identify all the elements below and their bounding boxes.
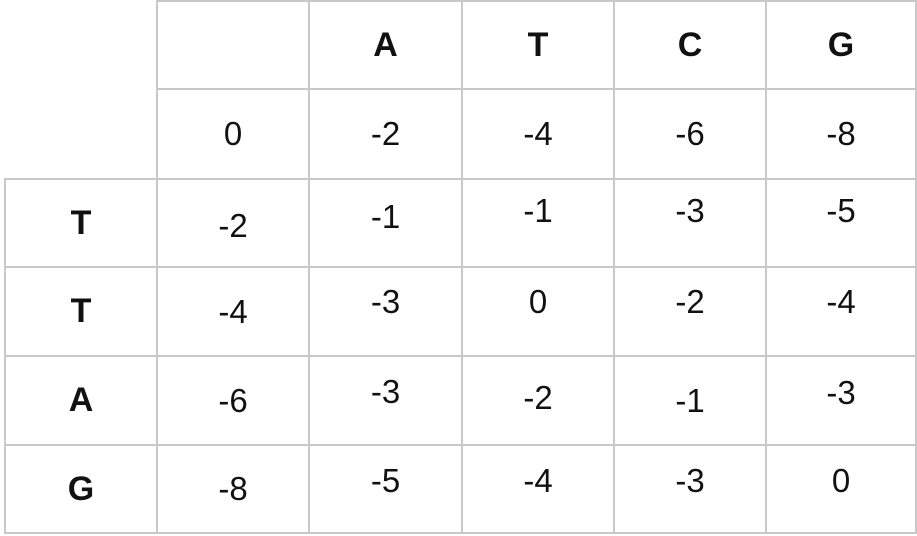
score-cell: -3 xyxy=(826,373,856,411)
score-cell: -1 xyxy=(370,198,401,235)
grid-line xyxy=(4,355,917,357)
grid-line xyxy=(4,444,917,446)
column-header: T xyxy=(527,25,549,64)
score-cell: -6 xyxy=(218,381,248,419)
score-cell: -4 xyxy=(218,292,248,330)
score-cell: 0 xyxy=(223,115,243,152)
grid-line xyxy=(915,0,917,534)
score-cell: -2 xyxy=(523,378,553,416)
score-cell: -3 xyxy=(675,192,705,229)
score-cell: -3 xyxy=(370,372,401,410)
score-cell: -3 xyxy=(675,462,705,499)
score-cell: -2 xyxy=(370,115,401,152)
score-cell: -4 xyxy=(523,115,553,152)
grid-line xyxy=(4,178,917,180)
grid-line xyxy=(765,0,767,534)
score-cell: 0 xyxy=(528,282,548,320)
row-header: T xyxy=(70,292,92,330)
grid-line xyxy=(156,0,158,534)
row-header: A xyxy=(68,381,94,419)
row-header: G xyxy=(67,469,95,508)
score-cell: -6 xyxy=(675,115,705,152)
score-cell: -4 xyxy=(523,462,553,499)
score-cell: -8 xyxy=(826,115,856,152)
score-cell: -1 xyxy=(675,381,705,419)
score-cell: -1 xyxy=(523,192,553,229)
column-header: G xyxy=(827,25,855,64)
column-header: A xyxy=(373,25,398,64)
column-header: C xyxy=(677,25,703,64)
row-header: T xyxy=(70,203,92,242)
grid-line xyxy=(613,0,615,534)
score-cell: -2 xyxy=(218,207,248,244)
grid-line xyxy=(156,0,917,2)
grid-line xyxy=(4,532,917,534)
grid-line xyxy=(461,0,463,534)
score-cell: -5 xyxy=(826,192,856,229)
score-cell: -3 xyxy=(370,282,401,320)
score-cell: -2 xyxy=(675,282,705,320)
grid-line xyxy=(156,88,917,90)
score-cell: -5 xyxy=(370,462,401,499)
grid-line xyxy=(4,266,917,268)
score-cell: -8 xyxy=(218,470,248,507)
score-cell: -4 xyxy=(826,282,856,320)
grid-line xyxy=(308,0,310,534)
grid-line xyxy=(4,178,6,534)
score-cell: 0 xyxy=(831,462,851,499)
